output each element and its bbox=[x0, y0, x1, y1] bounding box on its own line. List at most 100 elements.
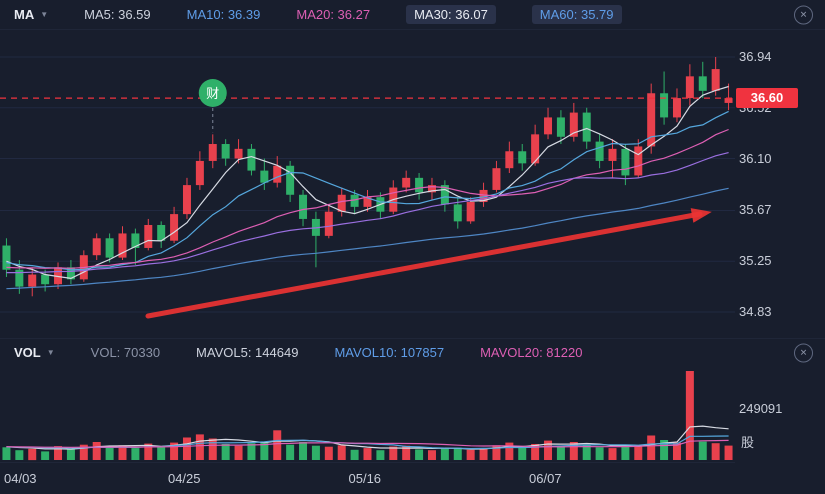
volume-bar[interactable] bbox=[350, 449, 359, 460]
candle[interactable] bbox=[440, 185, 449, 205]
volume-bar[interactable] bbox=[376, 450, 385, 460]
candle[interactable] bbox=[569, 112, 578, 137]
candle[interactable] bbox=[105, 238, 114, 258]
volume-bar[interactable] bbox=[492, 445, 501, 460]
candle[interactable] bbox=[66, 267, 75, 280]
volume-bar[interactable] bbox=[234, 445, 243, 460]
volume-bar[interactable] bbox=[92, 442, 101, 460]
candle[interactable] bbox=[479, 189, 488, 203]
volume-bar[interactable] bbox=[324, 446, 333, 460]
volume-bar[interactable] bbox=[311, 445, 320, 460]
volume-bar[interactable] bbox=[15, 450, 24, 460]
vol-indicator-dropdown[interactable]: VOL ▼ bbox=[14, 345, 55, 360]
volume-bar[interactable] bbox=[427, 450, 436, 460]
volume-bar[interactable] bbox=[170, 442, 179, 460]
candle[interactable] bbox=[453, 204, 462, 222]
candle[interactable] bbox=[286, 165, 295, 195]
candle[interactable] bbox=[556, 117, 565, 137]
ma-indicator-dropdown[interactable]: MA ▼ bbox=[14, 7, 48, 22]
candle[interactable] bbox=[144, 224, 153, 248]
volume-bar[interactable] bbox=[402, 445, 411, 460]
candle[interactable] bbox=[131, 233, 140, 248]
candle[interactable] bbox=[518, 151, 527, 164]
volume-bar[interactable] bbox=[54, 446, 63, 460]
candle[interactable] bbox=[28, 274, 37, 287]
volume-bar[interactable] bbox=[363, 448, 372, 460]
close-ma-indicator-icon[interactable]: ✕ bbox=[794, 5, 813, 24]
candle[interactable] bbox=[711, 69, 720, 91]
volume-bar[interactable] bbox=[518, 447, 527, 460]
volume-bar[interactable] bbox=[286, 444, 295, 460]
volume-bar[interactable] bbox=[247, 443, 256, 460]
volume-bar[interactable] bbox=[672, 442, 681, 460]
volume-bar[interactable] bbox=[531, 444, 540, 460]
candle[interactable] bbox=[621, 148, 630, 176]
volume-bar[interactable] bbox=[724, 445, 733, 460]
volume-bar[interactable] bbox=[479, 448, 488, 460]
volume-bar[interactable] bbox=[556, 446, 565, 460]
candle[interactable] bbox=[531, 134, 540, 164]
candle[interactable] bbox=[195, 160, 204, 186]
volume-bar[interactable] bbox=[195, 434, 204, 460]
volume-bar[interactable] bbox=[299, 442, 308, 460]
volume-chart-canvas[interactable] bbox=[0, 366, 735, 462]
volume-bar[interactable] bbox=[221, 444, 230, 460]
volume-bar[interactable] bbox=[685, 371, 694, 460]
candle[interactable] bbox=[299, 194, 308, 219]
volume-bar[interactable] bbox=[440, 448, 449, 461]
volume-bar[interactable] bbox=[544, 440, 553, 460]
candle[interactable] bbox=[544, 117, 553, 135]
volume-bar[interactable] bbox=[415, 449, 424, 460]
volume-bar[interactable] bbox=[273, 430, 282, 460]
candle[interactable] bbox=[415, 177, 424, 193]
volume-bar[interactable] bbox=[634, 445, 643, 460]
candle[interactable] bbox=[221, 144, 230, 159]
main-chart-canvas[interactable]: 财 bbox=[0, 30, 735, 338]
candle[interactable] bbox=[273, 165, 282, 183]
candle[interactable] bbox=[466, 202, 475, 222]
candle[interactable] bbox=[582, 112, 591, 142]
volume-bar[interactable] bbox=[505, 442, 514, 460]
volume-bar[interactable] bbox=[569, 442, 578, 460]
volume-bar[interactable] bbox=[2, 447, 11, 460]
candle[interactable] bbox=[337, 194, 346, 212]
candle[interactable] bbox=[363, 197, 372, 207]
volume-bar[interactable] bbox=[157, 447, 166, 460]
volume-bar[interactable] bbox=[79, 444, 88, 460]
candle[interactable] bbox=[324, 211, 333, 236]
close-vol-indicator-icon[interactable]: ✕ bbox=[794, 343, 813, 362]
candle[interactable] bbox=[647, 93, 656, 147]
candle[interactable] bbox=[157, 224, 166, 241]
candle[interactable] bbox=[492, 168, 501, 190]
candle[interactable] bbox=[170, 214, 179, 241]
candle[interactable] bbox=[247, 148, 256, 171]
candle[interactable] bbox=[698, 76, 707, 91]
candle[interactable] bbox=[15, 269, 24, 287]
volume-bar[interactable] bbox=[698, 441, 707, 460]
candle[interactable] bbox=[350, 194, 359, 207]
volume-bar[interactable] bbox=[582, 444, 591, 460]
volume-bar[interactable] bbox=[466, 449, 475, 460]
candle[interactable] bbox=[608, 148, 617, 161]
candle[interactable] bbox=[402, 177, 411, 188]
trend-arrow[interactable] bbox=[145, 211, 703, 319]
candle[interactable] bbox=[118, 233, 127, 258]
candle[interactable] bbox=[505, 151, 514, 169]
candle[interactable] bbox=[260, 170, 269, 183]
candle[interactable] bbox=[660, 93, 669, 118]
news-marker[interactable] bbox=[198, 79, 227, 107]
volume-bar[interactable] bbox=[208, 438, 217, 461]
volume-bar[interactable] bbox=[621, 446, 630, 460]
volume-bar[interactable] bbox=[711, 443, 720, 460]
candle[interactable] bbox=[595, 141, 604, 161]
volume-bar[interactable] bbox=[66, 449, 75, 460]
candle[interactable] bbox=[634, 146, 643, 176]
candle[interactable] bbox=[2, 245, 11, 270]
candle[interactable] bbox=[685, 76, 694, 99]
volume-bar[interactable] bbox=[389, 446, 398, 461]
volume-bar[interactable] bbox=[144, 443, 153, 460]
volume-bar[interactable] bbox=[660, 440, 669, 460]
volume-bar[interactable] bbox=[182, 437, 191, 461]
candle[interactable] bbox=[92, 238, 101, 256]
volume-bar[interactable] bbox=[118, 445, 127, 460]
